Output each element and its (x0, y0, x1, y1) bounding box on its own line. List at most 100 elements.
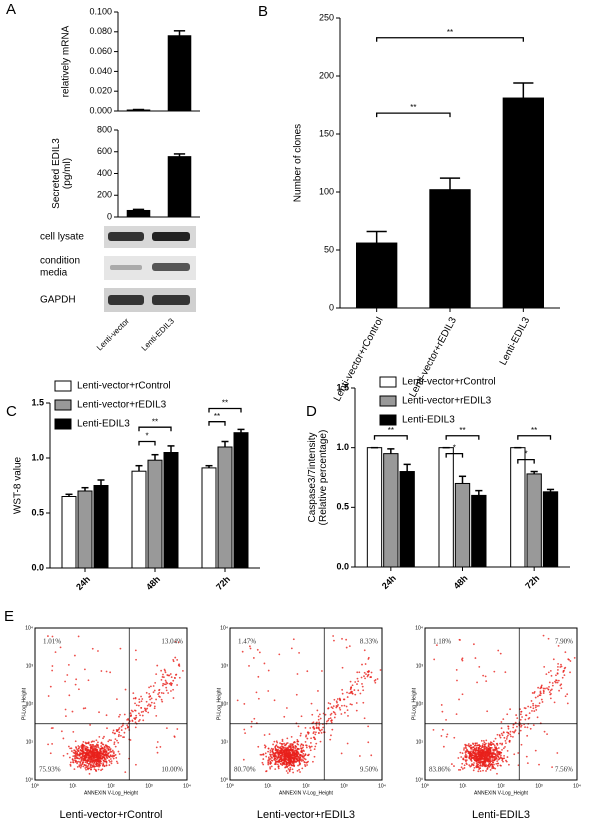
flow-event (269, 749, 272, 752)
flow-event (461, 693, 464, 696)
flow-event (278, 760, 281, 763)
flow-event (129, 739, 132, 741)
flow-event (72, 761, 74, 764)
flow-event (313, 727, 315, 730)
flow-event (273, 699, 276, 702)
flow-event (54, 651, 57, 653)
flow-event (477, 763, 479, 766)
flow-event (350, 691, 353, 694)
flow-event (333, 639, 335, 642)
flow-event (482, 674, 485, 677)
flow-event (86, 765, 88, 768)
flow-event (169, 673, 172, 675)
flow-event (285, 770, 288, 772)
flow-event (326, 720, 328, 723)
flow-event (77, 747, 80, 750)
flow-event (549, 697, 552, 700)
significance-label: * (453, 444, 456, 453)
flow-event (176, 728, 179, 730)
flow-event (285, 707, 288, 709)
flow-event (280, 745, 283, 748)
flow-event (98, 754, 101, 757)
flow-event (284, 758, 286, 760)
flow-event (173, 735, 176, 738)
flow-event (362, 701, 365, 704)
flow-event (506, 756, 509, 758)
flow-event (106, 747, 108, 749)
flow-event (490, 746, 493, 749)
flow-event (302, 756, 305, 759)
flow-event (167, 692, 170, 694)
flow-event (496, 752, 498, 754)
flow-event (476, 756, 479, 758)
flow-event (319, 729, 322, 732)
flow-event (114, 732, 116, 735)
flow-event (139, 714, 141, 717)
flow-event (315, 724, 318, 726)
flow-event (489, 743, 491, 746)
flow-event (317, 732, 320, 734)
flow-event (291, 750, 294, 753)
significance-bracket (138, 426, 172, 432)
flow-y-tick: 10¹ (221, 739, 229, 745)
y-tick-label: 0.100 (89, 6, 112, 16)
flow-event (91, 766, 93, 769)
flow-event (285, 760, 287, 763)
flow-event (343, 711, 346, 714)
flow-event (292, 763, 295, 766)
flow-event (99, 759, 102, 762)
flow-event (160, 692, 163, 694)
flow-event (124, 727, 127, 730)
flow-event (476, 759, 478, 762)
flow-event (65, 715, 67, 718)
flow-event (365, 673, 367, 676)
flow-event (494, 767, 497, 770)
flow-event (118, 731, 121, 734)
flow-event (551, 766, 553, 769)
flow-event (268, 733, 271, 736)
flow-event (132, 697, 135, 700)
flow-event (84, 767, 87, 769)
flow-event (148, 692, 151, 695)
flow-event (287, 749, 290, 751)
flow-event (487, 764, 489, 767)
flow-event (80, 746, 83, 749)
flow-event (346, 691, 348, 694)
flow-event (349, 680, 352, 683)
flow-event (130, 714, 133, 717)
bar (438, 447, 454, 568)
flow-y-tick: 10⁰ (25, 777, 33, 783)
flow-event (509, 708, 511, 711)
error-bar (81, 486, 89, 491)
flow-event (501, 743, 503, 746)
flow-event (271, 756, 273, 759)
flow-event (342, 698, 345, 701)
flow-event (280, 748, 283, 750)
flow-event (51, 669, 54, 672)
bar (454, 482, 471, 568)
flow-event (524, 718, 527, 721)
flow-event (51, 743, 54, 745)
flow-event (252, 657, 255, 659)
flow-event (75, 755, 78, 758)
flow-event (435, 644, 438, 647)
flow-event (315, 731, 317, 734)
bar (201, 467, 217, 569)
error-bar (132, 208, 145, 211)
error-bar (237, 428, 245, 433)
flow-event (333, 716, 336, 719)
flow-event (298, 763, 301, 766)
flow-event (360, 676, 363, 679)
flow-event (504, 671, 507, 674)
y-tick-label: 250 (319, 12, 334, 22)
y-tick-label: 100 (319, 186, 334, 196)
flow-event (287, 768, 290, 770)
error-bar (151, 453, 159, 461)
flow-event (557, 679, 560, 682)
flow-event (91, 761, 94, 764)
flow-event (97, 758, 100, 761)
flow-event (248, 645, 251, 648)
flow-event (530, 700, 533, 702)
legend-label: Lenti-vector+rControl (402, 377, 496, 388)
